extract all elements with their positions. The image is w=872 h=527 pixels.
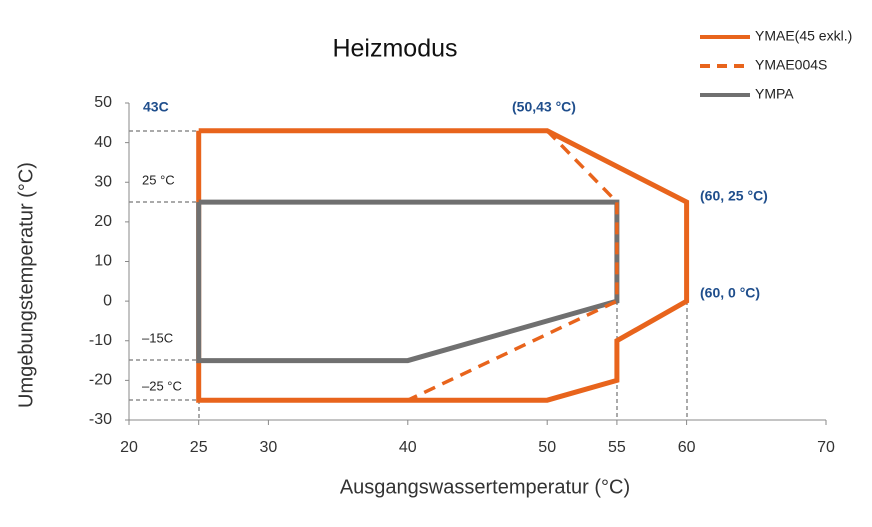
annotation: 25 °C — [142, 172, 175, 187]
x-tick-label: 60 — [678, 439, 696, 456]
series-line — [196, 199, 620, 364]
annotation: (60, 25 °C) — [700, 188, 768, 204]
annotation: (50,43 °C) — [512, 99, 576, 115]
y-tick-label: -10 — [89, 332, 112, 349]
y-tick-label: 0 — [103, 292, 112, 309]
series-line — [196, 128, 690, 403]
legend-label: YMPA — [755, 86, 794, 102]
x-tick-label: 30 — [260, 439, 278, 456]
legend-label: YMAE004S — [755, 57, 827, 73]
y-tick-label: -30 — [89, 411, 112, 428]
y-tick-label: 40 — [94, 134, 112, 151]
y-tick-label: -20 — [89, 372, 112, 389]
annotation: (60, 0 °C) — [700, 285, 760, 301]
legend-label: YMAE(45 exkl.) — [755, 28, 852, 44]
annotation: –25 °C — [142, 378, 182, 393]
chart-title: Heizmodus — [332, 35, 457, 63]
x-axis-label: Ausgangswassertemperatur (°C) — [340, 476, 630, 498]
y-tick-label: 20 — [94, 213, 112, 230]
annotation: –15C — [142, 330, 173, 345]
y-tick-label: 10 — [94, 253, 112, 270]
x-tick-label: 70 — [817, 439, 835, 456]
x-tick-label: 20 — [120, 439, 138, 456]
x-tick-label: 55 — [608, 439, 626, 456]
x-tick-label: 40 — [399, 439, 417, 456]
guides — [129, 130, 688, 420]
series-line — [407, 129, 619, 402]
y-tick-label: 50 — [94, 94, 112, 111]
annotation: 43C — [143, 99, 169, 115]
y-tick-label: 30 — [94, 173, 112, 190]
y-axis-label: Umgebungstemperatur (°C) — [15, 162, 37, 408]
x-tick-label: 50 — [538, 439, 556, 456]
x-tick-label: 25 — [190, 439, 208, 456]
